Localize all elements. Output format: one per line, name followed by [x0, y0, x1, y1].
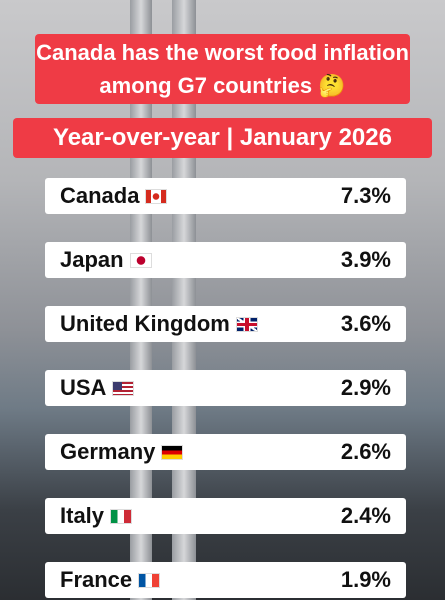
row: France 1.9% [45, 562, 406, 598]
row: Italy 2.4% [45, 498, 406, 534]
flag [235, 317, 258, 332]
value: 2.9% [340, 375, 391, 400]
country: Germany [60, 439, 156, 464]
flag [129, 253, 152, 268]
value: 2.4% [340, 503, 391, 528]
row: Germany 2.6% [45, 434, 406, 470]
row: USA 2.9% [45, 370, 406, 406]
flag [110, 509, 133, 524]
flag [145, 189, 168, 204]
subtitle: Year-over-year | January 2026 [13, 118, 432, 158]
value: 3.9% [340, 247, 391, 272]
country: USA [60, 375, 107, 400]
country: Japan [60, 247, 124, 272]
flag [161, 445, 184, 460]
value: 1.9% [340, 567, 391, 592]
flag [138, 573, 161, 588]
row: Japan 3.9% [45, 242, 406, 278]
title: Canada has the worst food inflation amon… [35, 34, 410, 104]
flag [112, 381, 135, 396]
country: Canada [60, 183, 140, 208]
country: Italy [60, 503, 105, 528]
value: 3.6% [340, 311, 391, 336]
row: United Kingdom 3.6% [45, 306, 406, 342]
country: France [60, 567, 133, 592]
country: United Kingdom [60, 311, 230, 336]
row: Canada 7.3% [45, 178, 406, 214]
value: 7.3% [340, 183, 391, 208]
value: 2.6% [340, 439, 391, 464]
